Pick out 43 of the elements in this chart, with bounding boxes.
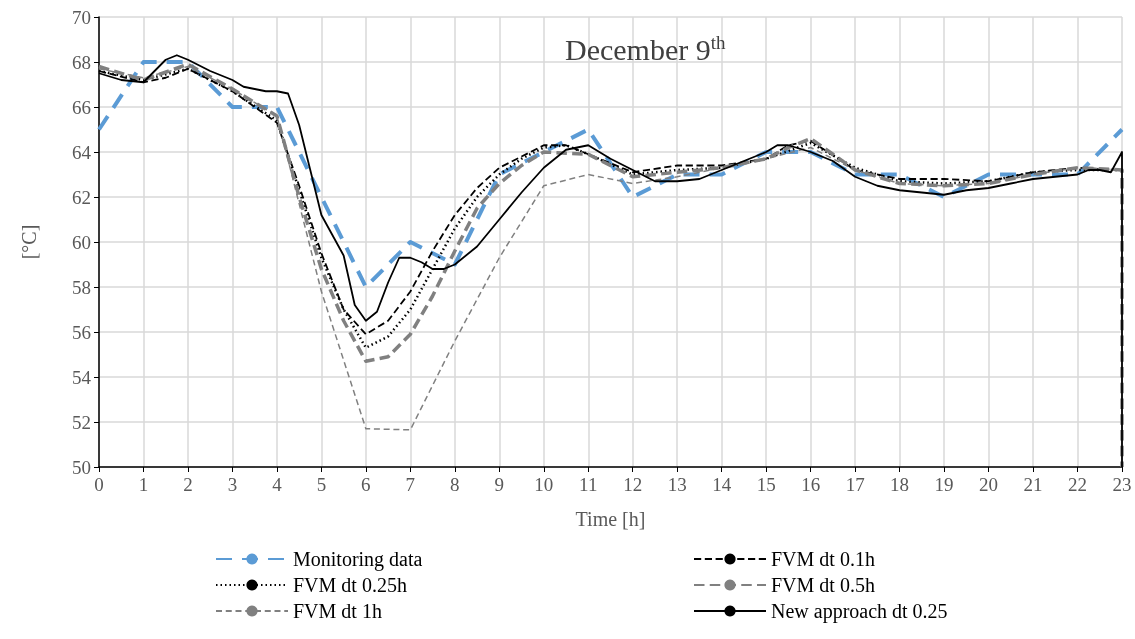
y-axis-title: [°C]	[18, 224, 40, 260]
y-tick-label: 54	[72, 366, 92, 388]
legend-label: FVM dt 0.1h	[771, 548, 875, 570]
legend-label: Monitoring data	[293, 548, 423, 571]
x-tick-label: 17	[845, 474, 865, 495]
x-tick-label: 22	[1068, 474, 1088, 495]
x-tick-label: 19	[934, 474, 954, 495]
x-tick-label: 21	[1023, 474, 1043, 495]
x-tick-label: 14	[712, 474, 732, 495]
x-tick-label: 16	[801, 474, 821, 495]
x-tick-label: 7	[405, 474, 416, 495]
y-tick-label: 60	[72, 231, 91, 253]
x-tick-label: 11	[579, 474, 598, 495]
legend-label: FVM dt 0.5h	[771, 574, 875, 596]
x-tick-label: 15	[756, 474, 776, 495]
legend-label: New approach dt 0.25	[771, 600, 948, 623]
x-tick-label: 1	[138, 474, 149, 495]
x-tick-label: 2	[183, 474, 193, 495]
x-tick-label: 3	[227, 474, 238, 495]
x-tick-label: 5	[316, 474, 327, 495]
y-tick-label: 68	[72, 51, 91, 73]
x-tick-label: 9	[494, 474, 505, 495]
x-tick-label: 13	[667, 474, 687, 495]
x-tick-label: 23	[1112, 474, 1132, 495]
legend-label: FVM dt 0.25h	[293, 574, 407, 596]
x-tick-label: 0	[94, 474, 104, 495]
x-tick-label: 10	[534, 474, 554, 495]
y-tick-label: 62	[72, 186, 91, 208]
y-tick-label: 66	[72, 96, 91, 118]
y-tick-label: 70	[72, 6, 91, 28]
x-tick-label: 18	[890, 474, 910, 495]
x-axis-title: Time [h]	[575, 508, 646, 530]
y-tick-label: 64	[72, 141, 92, 163]
x-tick-label: 8	[450, 474, 460, 495]
y-tick-label: 58	[72, 276, 91, 298]
y-tick-label: 50	[72, 456, 91, 478]
x-tick-label: 20	[979, 474, 999, 495]
x-tick-label: 4	[272, 474, 283, 495]
legend-label: FVM dt 1h	[293, 600, 382, 622]
y-tick-label: 52	[72, 411, 91, 433]
y-tick-label: 56	[72, 321, 91, 343]
x-tick-label: 12	[623, 474, 643, 495]
x-tick-label: 6	[361, 474, 371, 495]
